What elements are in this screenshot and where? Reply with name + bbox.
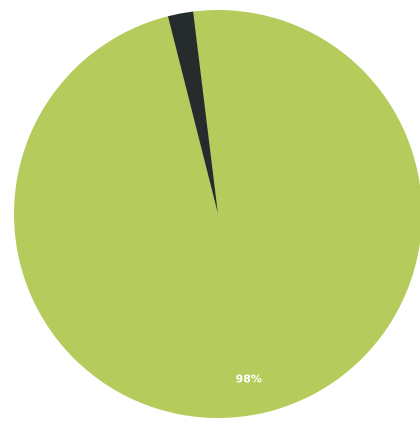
pie-slice-1 bbox=[167, 11, 218, 215]
pie-slice-0 bbox=[14, 10, 420, 418]
pie-slices bbox=[14, 10, 420, 418]
pie-slice-label-0: 98% bbox=[236, 372, 262, 385]
pie-labels: 98% bbox=[236, 372, 262, 385]
